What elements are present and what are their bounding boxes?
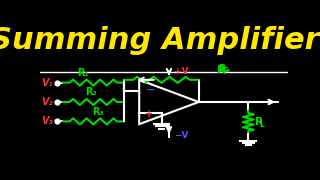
Text: +: + xyxy=(145,109,154,120)
Text: V₃: V₃ xyxy=(41,116,53,126)
Text: −V: −V xyxy=(174,131,188,140)
Text: −: − xyxy=(145,85,155,94)
Text: V₁: V₁ xyxy=(41,78,53,88)
Text: Summing Amplifiers: Summing Amplifiers xyxy=(0,26,320,55)
Text: +V: +V xyxy=(174,67,188,76)
Text: L: L xyxy=(259,120,264,129)
Text: R₁: R₁ xyxy=(77,68,89,78)
Text: R₃: R₃ xyxy=(92,107,104,116)
Text: R: R xyxy=(254,117,262,127)
Text: F: F xyxy=(222,67,227,76)
Text: R: R xyxy=(217,65,225,75)
Text: R₂: R₂ xyxy=(85,87,97,97)
Text: V₂: V₂ xyxy=(41,97,53,107)
Text: Rₔ: Rₔ xyxy=(219,64,231,74)
